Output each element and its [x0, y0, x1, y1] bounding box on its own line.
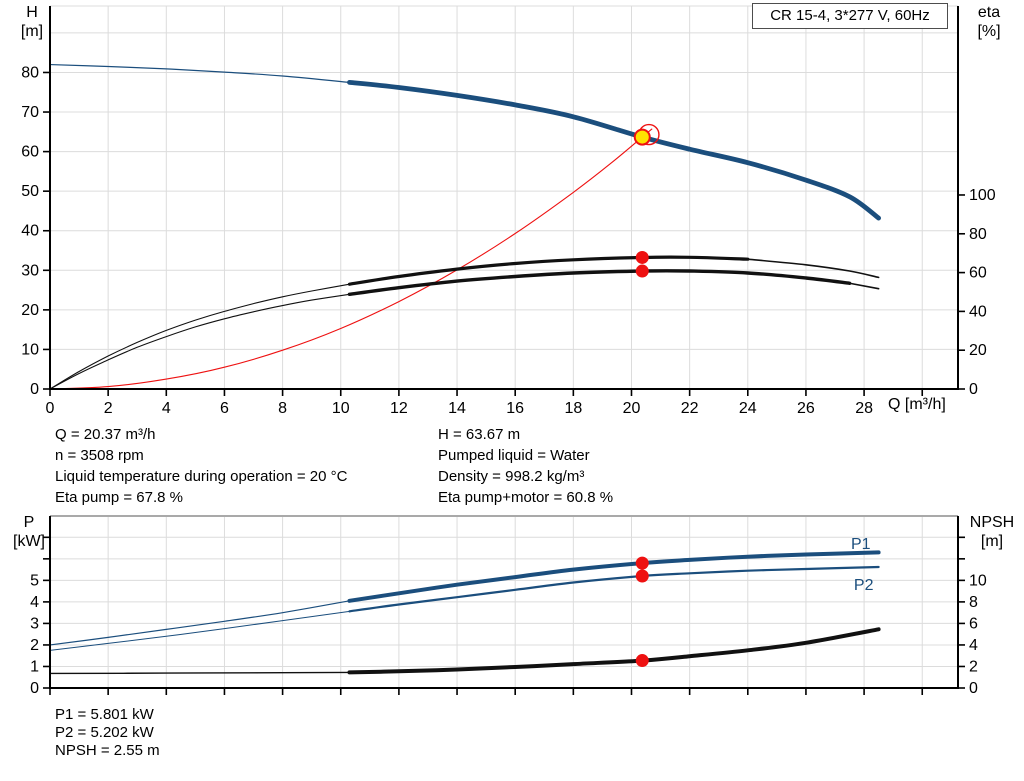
x-tick-label: 14 — [448, 400, 466, 417]
eta-pump-motor-dot — [635, 264, 649, 278]
info-density: Density = 998.2 kg/m³ — [438, 468, 585, 485]
p1-curve — [49, 600, 351, 646]
curve-label-p2: P2 — [854, 577, 874, 594]
p1-curve — [347, 550, 881, 603]
npsh-dot — [635, 654, 649, 668]
info-h: H = 63.67 m — [438, 426, 521, 443]
x-tick-label: 8 — [278, 400, 287, 417]
x-tick-label: 10 — [332, 400, 350, 417]
system-curve — [49, 128, 653, 390]
h-axis-title: H [m] — [14, 3, 50, 41]
npsh-axis-title-line2: [m] — [980, 533, 1004, 550]
p2-dot — [635, 569, 649, 583]
left-tick-label: 60 — [21, 144, 39, 161]
eta-axis-title-line1: eta — [977, 4, 1001, 21]
left-tick-label: 4 — [30, 594, 39, 611]
x-tick-label: 16 — [506, 400, 524, 417]
left-tick-label: 1 — [30, 658, 39, 675]
x-tick-label: 2 — [104, 400, 113, 417]
left-tick-label: 70 — [21, 104, 39, 121]
eta-pump-motor-curve — [848, 282, 880, 290]
eta-pump-curve — [347, 255, 750, 286]
right-tick-label: 100 — [969, 187, 996, 204]
right-tick-label: 6 — [969, 615, 978, 632]
right-tick-label: 60 — [969, 265, 987, 282]
x-tick-label: 22 — [681, 400, 699, 417]
left-tick-label: 0 — [30, 680, 39, 697]
p-axis-title: P [kW] — [8, 513, 50, 551]
eta-pump-motor-curve — [49, 293, 351, 390]
left-tick-label: 2 — [30, 637, 39, 654]
right-tick-label: 0 — [969, 381, 978, 398]
p-axis-title-line2: [kW] — [13, 533, 45, 550]
curve-label-p1: P1 — [851, 536, 871, 553]
duty-point — [633, 128, 651, 146]
eta-pump-curve — [49, 283, 351, 390]
npsh-axis-title: NPSH [m] — [962, 513, 1022, 551]
p2-curve — [348, 565, 880, 613]
curve-title-box: CR 15-4, 3*277 V, 60Hz — [752, 3, 948, 29]
left-tick-label: 5 — [30, 572, 39, 589]
q-axis-title: Q [m³/h] — [888, 396, 946, 413]
x-tick-label: 12 — [390, 400, 408, 417]
npsh-curve — [49, 671, 351, 675]
info-eta-pump-motor: Eta pump+motor = 60.8 % — [438, 489, 614, 506]
info-q: Q = 20.37 m³/h — [55, 426, 156, 443]
info-p1: P1 = 5.801 kW — [55, 706, 154, 723]
x-tick-label: 0 — [46, 400, 55, 417]
right-tick-label: 80 — [969, 226, 987, 243]
x-tick-label: 6 — [220, 400, 229, 417]
p-axis-title-line1: P — [23, 514, 35, 531]
x-tick-label: 18 — [564, 400, 582, 417]
npsh-axis-title-line1: NPSH — [969, 514, 1015, 531]
right-tick-label: 2 — [969, 658, 978, 675]
eta-axis-title-line2: [%] — [977, 23, 1001, 40]
right-tick-label: 8 — [969, 594, 978, 611]
info-eta-pump: Eta pump = 67.8 % — [55, 489, 183, 506]
left-tick-label: 3 — [30, 615, 39, 632]
head-curve — [49, 63, 351, 83]
p1-dot — [635, 556, 649, 570]
right-tick-label: 40 — [969, 303, 987, 320]
left-tick-label: 20 — [21, 302, 39, 319]
npsh-curve — [347, 627, 881, 675]
x-tick-label: 4 — [162, 400, 171, 417]
eta-pump-motor-curve — [347, 269, 852, 297]
left-tick-label: 30 — [21, 262, 39, 279]
right-tick-label: 20 — [969, 342, 987, 359]
head-curve — [347, 79, 881, 221]
info-liquid-temp: Liquid temperature during operation = 20… — [55, 468, 348, 485]
info-p2: P2 = 5.202 kW — [55, 724, 154, 741]
info-pumped-liquid: Pumped liquid = Water — [438, 447, 590, 464]
eta-axis-title: eta [%] — [966, 3, 1012, 41]
left-tick-label: 0 — [30, 381, 39, 398]
right-tick-label: 10 — [969, 572, 987, 589]
left-tick-label: 80 — [21, 64, 39, 81]
p2-curve — [49, 610, 350, 651]
x-tick-label: 20 — [623, 400, 641, 417]
right-tick-label: 4 — [969, 637, 978, 654]
h-axis-title-line1: H — [26, 4, 38, 21]
eta-pump-dot — [635, 250, 649, 264]
left-tick-label: 10 — [21, 341, 39, 358]
left-tick-label: 50 — [21, 183, 39, 200]
right-tick-label: 0 — [969, 680, 978, 697]
x-tick-label: 24 — [739, 400, 757, 417]
eta-pump-curve — [746, 258, 880, 279]
info-speed: n = 3508 rpm — [55, 447, 144, 464]
x-tick-label: 28 — [855, 400, 873, 417]
x-tick-label: 26 — [797, 400, 815, 417]
h-axis-title-line2: [m] — [20, 23, 44, 40]
info-npsh: NPSH = 2.55 m — [55, 742, 160, 759]
left-tick-label: 40 — [21, 223, 39, 240]
